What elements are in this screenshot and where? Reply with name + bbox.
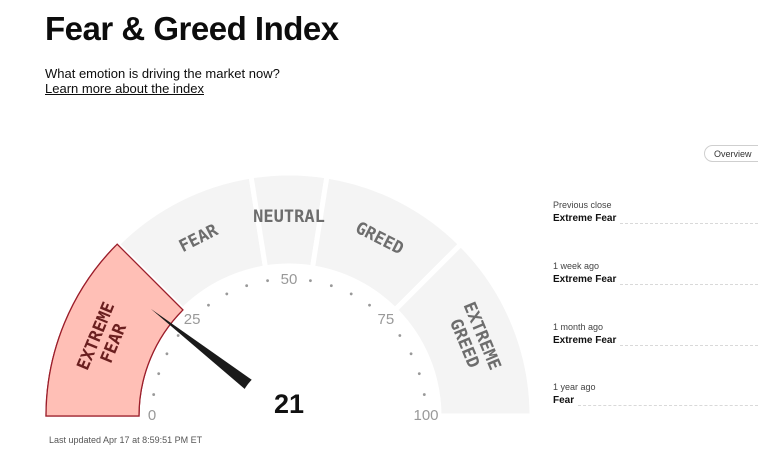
history-value: Extreme Fear [553, 274, 617, 285]
dotted-divider [620, 337, 758, 346]
page-subtitle: What emotion is driving the market now? [45, 66, 280, 81]
gauge-scale-dot [245, 284, 249, 288]
gauge-scale-dot [157, 372, 161, 376]
gauge-scale-label-75: 75 [378, 311, 395, 328]
history-item-previous-close: Previous close Extreme Fear [553, 200, 758, 224]
gauge-segment-extreme-greed [391, 240, 535, 419]
history-value: Fear [553, 395, 575, 406]
last-updated: Last updated Apr 17 at 8:59:51 PM ET [49, 435, 203, 445]
learn-more-link[interactable]: Learn more about the index [45, 81, 204, 96]
dotted-divider [620, 276, 758, 285]
gauge-scale-dot [417, 372, 421, 376]
dotted-divider [620, 215, 758, 224]
history-item-1-year: 1 year ago Fear [553, 382, 758, 406]
gauge-scale-dot [309, 279, 312, 283]
gauge-label-extreme-greed: EXTREMEGREED [441, 299, 504, 380]
gauge-scale-dot [398, 334, 402, 337]
gauge-scale-dot [225, 292, 229, 296]
gauge-scale-dot [176, 334, 180, 337]
history-item-1-month: 1 month ago Extreme Fear [553, 322, 758, 346]
history-item-1-week: 1 week ago Extreme Fear [553, 261, 758, 285]
gauge-scale-dot [207, 303, 210, 307]
history-label: 1 year ago [553, 382, 596, 392]
gauge-scale-dot [349, 292, 353, 296]
gauge-scale-dot [165, 352, 169, 356]
gauge-value: 21 [274, 389, 304, 419]
history-value: Extreme Fear [553, 213, 617, 224]
history-label: 1 month ago [553, 322, 604, 332]
gauge-scale-label-0: 0 [148, 407, 156, 424]
history-label: Previous close [553, 200, 612, 210]
dotted-divider [578, 397, 758, 406]
gauge-scale-label-50: 50 [281, 271, 298, 288]
overview-button[interactable]: Overview [704, 145, 758, 162]
gauge-scale-dot [422, 393, 426, 396]
gauge-scale-dot [329, 284, 333, 288]
gauge-scale-dot [409, 352, 413, 356]
gauge-scale-label-100: 100 [413, 407, 438, 424]
fear-greed-gauge: EXTREMEFEARFEARNEUTRALGREEDEXTREMEGREED … [45, 173, 535, 461]
gauge-scale-dot [368, 303, 371, 307]
history-label: 1 week ago [553, 261, 600, 271]
history-value: Extreme Fear [553, 335, 617, 346]
gauge-scale-label-25: 25 [184, 311, 201, 328]
gauge-needle [150, 308, 265, 400]
page-title: Fear & Greed Index [45, 10, 339, 47]
gauge-hub [237, 364, 341, 461]
gauge-label-neutral: NEUTRAL [253, 207, 325, 227]
gauge-scale-dot [152, 393, 156, 396]
gauge-segment-active [45, 243, 184, 417]
gauge-scale-dot [266, 279, 269, 283]
